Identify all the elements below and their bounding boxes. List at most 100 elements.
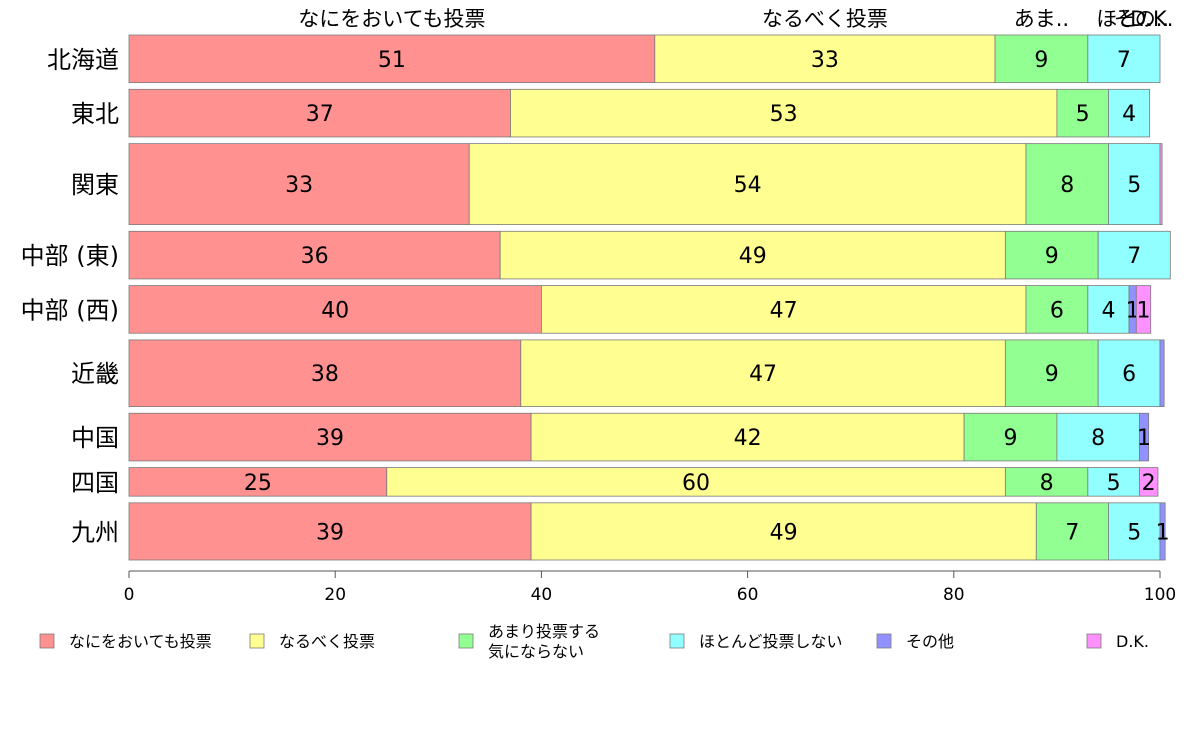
- bar-segment: [520, 339, 1006, 407]
- bar-segment: [1025, 143, 1109, 226]
- data-label: 42: [734, 426, 762, 451]
- bar-segment: [510, 88, 1058, 138]
- data-label: 6: [1050, 298, 1064, 323]
- x-tick-label: 40: [531, 585, 553, 605]
- bar-segment: [128, 230, 501, 280]
- bar-segment: [128, 502, 532, 561]
- data-label: 5: [1127, 520, 1141, 545]
- y-tick-label: 東北: [71, 100, 119, 128]
- legend-label: ほとんど投票しない: [699, 632, 843, 651]
- data-label: 2: [1142, 471, 1156, 496]
- data-label: 60: [682, 471, 710, 496]
- bar-segment: [1087, 467, 1140, 497]
- bar-segment: [499, 230, 1006, 280]
- data-label: 1: [1137, 298, 1151, 323]
- legend-swatch: [1086, 633, 1102, 649]
- bar-segment: [1087, 34, 1161, 84]
- data-label: 40: [321, 298, 349, 323]
- bar-segment: [963, 412, 1058, 462]
- y-tick-label: 近畿: [71, 360, 119, 388]
- data-label: 7: [1117, 48, 1131, 73]
- y-tick-label: 関東: [71, 171, 119, 199]
- bar-segment: [128, 285, 542, 334]
- legend-label: D.K.: [1116, 632, 1149, 651]
- series-top-label: なにをおいても投票: [298, 7, 485, 31]
- data-label: 8: [1040, 471, 1054, 496]
- legend-label: 気にならない: [488, 642, 584, 661]
- bar-segment: [128, 467, 388, 497]
- y-tick-label: 九州: [71, 518, 119, 546]
- bar-segment: [128, 143, 470, 226]
- data-label: 39: [316, 520, 344, 545]
- data-label: 49: [770, 520, 798, 545]
- bar-segment: [1004, 339, 1099, 407]
- data-label: 49: [739, 244, 767, 269]
- bar-segment: [1056, 412, 1140, 462]
- data-label: 38: [311, 362, 339, 387]
- data-label: 39: [316, 426, 344, 451]
- bar-segment: [541, 285, 1027, 334]
- x-tick-label: 60: [737, 585, 759, 605]
- data-label: 6: [1122, 362, 1136, 387]
- data-label: 25: [244, 471, 272, 496]
- data-label: 5: [1076, 102, 1090, 127]
- data-label: 9: [1004, 426, 1018, 451]
- series-top-label: なるべく投票: [762, 7, 888, 31]
- data-label: 33: [811, 48, 839, 73]
- bar-segment: [1138, 412, 1150, 462]
- x-axis: 0 20 40 60 80 100: [124, 570, 1176, 605]
- y-tick-label: 四国: [71, 469, 119, 497]
- bar-segment: [1138, 467, 1159, 497]
- x-tick-label: 100: [1144, 585, 1176, 605]
- series-top-label: その..: [1114, 7, 1169, 31]
- y-tick-label: 中国: [71, 424, 119, 452]
- data-label: 5: [1127, 173, 1141, 198]
- y-tick-label: 北海道: [47, 46, 119, 74]
- legend-label: なにをおいても投票: [69, 632, 212, 651]
- y-tick-label: 中部 (西): [21, 296, 119, 324]
- legend-swatch: [458, 633, 474, 649]
- bar-segment: [128, 88, 511, 138]
- bar-segment: [1056, 88, 1109, 138]
- bar-segment: [530, 502, 1037, 561]
- legend-swatch: [249, 633, 265, 649]
- data-label: 33: [285, 173, 313, 198]
- bar-segment: [1108, 143, 1161, 226]
- bar-segment: [1159, 502, 1166, 561]
- bar-segment: [1004, 467, 1089, 497]
- x-tick-label: 20: [324, 585, 346, 605]
- series-top-label: D.K.: [1130, 7, 1173, 31]
- data-label: 8: [1060, 173, 1074, 198]
- x-tick-label: 0: [124, 585, 135, 605]
- data-label: 8: [1091, 426, 1105, 451]
- data-label: 53: [770, 102, 798, 127]
- bar-segment: [468, 143, 1027, 226]
- bar-segment: [128, 412, 532, 462]
- bar-segment: [1108, 88, 1151, 138]
- bar-segment: [1097, 339, 1161, 407]
- data-label: 36: [301, 244, 329, 269]
- legend-swatch: [876, 633, 892, 649]
- data-label: 37: [306, 102, 334, 127]
- data-label: 51: [378, 48, 406, 73]
- data-label: 5: [1107, 471, 1121, 496]
- data-label: 9: [1045, 244, 1059, 269]
- bar-segment: [128, 339, 522, 407]
- legend-label: その他: [906, 632, 954, 651]
- series-top-label: ほと..: [1096, 7, 1151, 31]
- data-label: 7: [1065, 520, 1079, 545]
- bar-segment: [1159, 143, 1163, 226]
- legend-swatch: [669, 633, 685, 649]
- bar-segment: [1159, 339, 1165, 407]
- data-label: 9: [1034, 48, 1048, 73]
- top-series-labels: なにをおいても投票 なるべく投票 あま.. ほと..その..D.K.: [298, 7, 1173, 31]
- legend-label: なるべく投票: [279, 632, 375, 651]
- bar-segment: [1035, 502, 1109, 561]
- bar-segment: [530, 412, 965, 462]
- series-top-label: あま..: [1014, 7, 1069, 31]
- y-tick-label: 中部 (東): [21, 242, 119, 270]
- bar-segment: [1108, 502, 1161, 561]
